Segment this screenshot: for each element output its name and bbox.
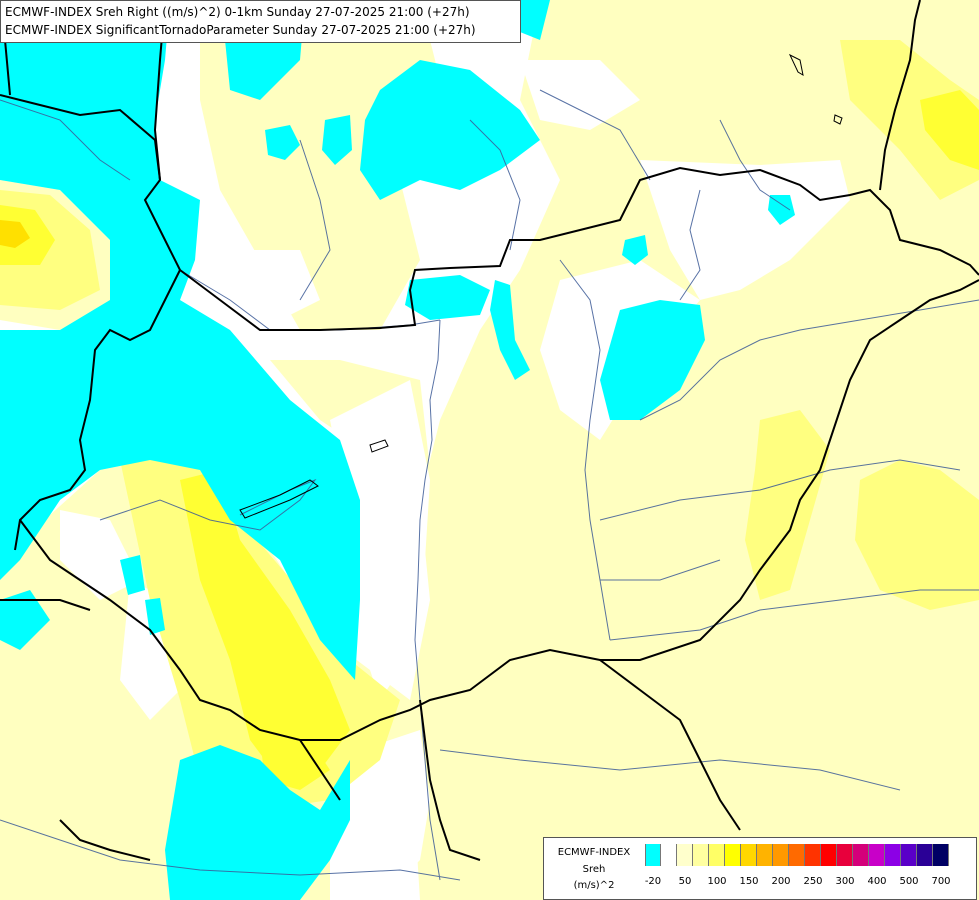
legend-tick-label: -20 — [644, 876, 662, 887]
legend-tick-label: 700 — [931, 876, 951, 887]
legend-swatch — [757, 844, 773, 866]
country-borders — [0, 0, 979, 861]
legend-tick-label: 250 — [803, 876, 823, 887]
map-title-line-2: ECMWF-INDEX SignificantTornadoParameter … — [5, 23, 476, 37]
sreh-field-peak — [0, 220, 30, 248]
legend-swatch — [933, 844, 949, 866]
color-legend: ECMWF-INDEX Sreh (m/s)^2 -20 50 100 150 200 2… — [543, 837, 977, 900]
legend-swatch — [677, 844, 693, 866]
legend-swatch — [837, 844, 853, 866]
legend-title: ECMWF-INDEX — [557, 847, 631, 858]
legend-tick-label: 100 — [707, 876, 727, 887]
sreh-field-cyan — [0, 0, 795, 900]
legend-swatch — [709, 844, 725, 866]
legend-swatch — [869, 844, 885, 866]
legend-tick-label: 200 — [771, 876, 791, 887]
legend-swatch — [885, 844, 901, 866]
legend-swatch — [645, 844, 661, 866]
legend-subtitle: Sreh — [582, 864, 606, 875]
legend-tick-label: 500 — [899, 876, 919, 887]
legend-swatch — [853, 844, 869, 866]
legend-swatch — [693, 844, 709, 866]
legend-swatch — [773, 844, 789, 866]
legend-swatch — [661, 844, 677, 866]
map-title-box: ECMWF-INDEX Sreh Right ((m/s)^2) 0-1km S… — [0, 0, 521, 43]
legend-unit: (m/s)^2 — [573, 880, 615, 891]
legend-swatch — [805, 844, 821, 866]
legend-color-scale — [645, 844, 949, 866]
legend-swatch — [917, 844, 933, 866]
legend-swatch — [821, 844, 837, 866]
lakes — [239, 53, 843, 519]
legend-tick-label: 400 — [867, 876, 887, 887]
legend-swatch — [901, 844, 917, 866]
legend-swatch — [725, 844, 741, 866]
legend-swatch — [741, 844, 757, 866]
map-title-line-1: ECMWF-INDEX Sreh Right ((m/s)^2) 0-1km S… — [5, 5, 470, 19]
legend-tick-label: 150 — [739, 876, 759, 887]
legend-tick-label: 300 — [835, 876, 855, 887]
rivers — [0, 89, 979, 881]
legend-tick-label: 50 — [678, 876, 692, 887]
legend-swatch — [789, 844, 805, 866]
